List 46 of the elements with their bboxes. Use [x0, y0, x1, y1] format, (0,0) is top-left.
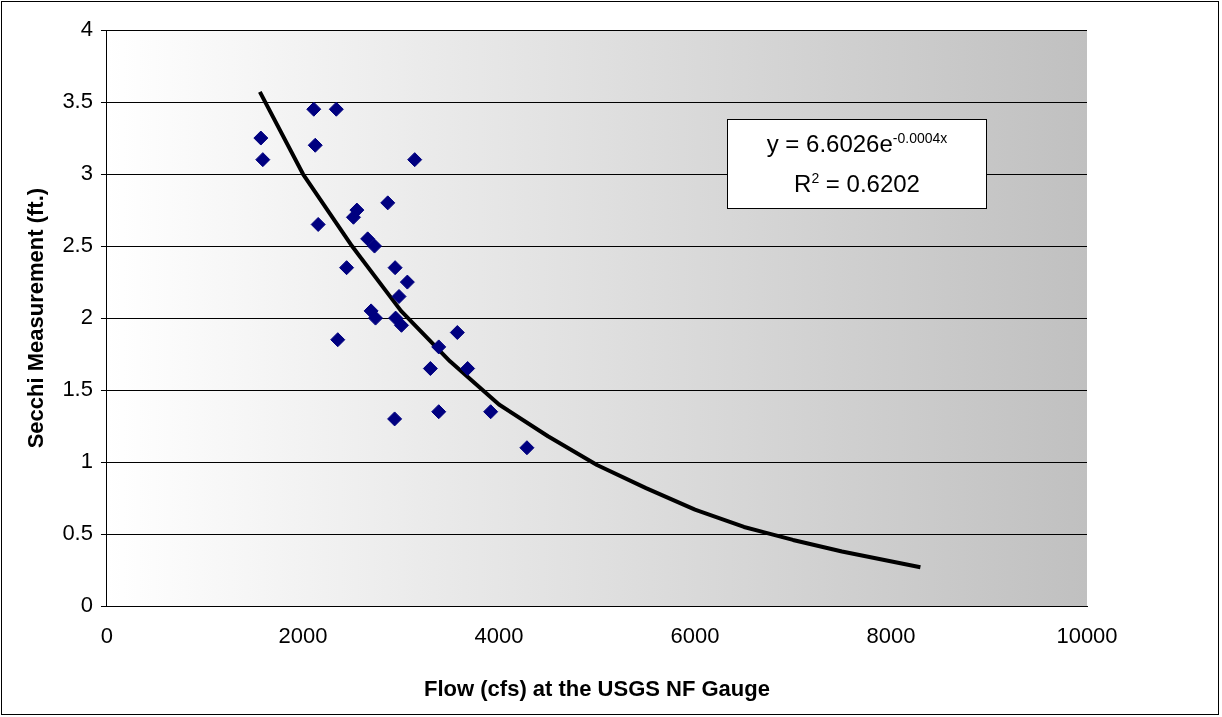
x-tick-label: 6000 [670, 623, 720, 649]
y-tick-label: 3.5 [62, 88, 93, 114]
y-tick-label: 0 [80, 592, 93, 618]
x-axis-title: Flow (cfs) at the USGS NF Gauge [424, 675, 770, 701]
point [387, 260, 403, 276]
point [330, 332, 346, 348]
point [422, 361, 438, 377]
point [460, 361, 476, 377]
point [387, 411, 403, 427]
x-tick-label: 0 [100, 623, 114, 649]
point [345, 209, 361, 225]
y-tick-label: 1 [80, 448, 93, 474]
x-tick-label: 10000 [1056, 623, 1118, 649]
point [253, 130, 269, 146]
annotation: R$^{2}$ = 0.6202 [793, 169, 921, 199]
y-tick-label: 3 [80, 160, 93, 186]
point [368, 310, 384, 326]
point [380, 195, 396, 211]
point [391, 288, 407, 304]
point [449, 325, 465, 341]
point [483, 404, 499, 420]
x-tick-label: 4000 [474, 623, 524, 649]
point [431, 339, 447, 355]
y-tick-label: 4 [80, 16, 93, 42]
x-tick-label: 2000 [278, 623, 328, 649]
point [367, 238, 383, 254]
annotation: y = 6.6026e$^{-0.0004x}$ [765, 129, 949, 159]
y-axis-title: Secchi Measurement (ft.) [23, 187, 49, 449]
point [307, 137, 323, 153]
point [407, 152, 423, 168]
point [393, 317, 409, 333]
point [519, 440, 535, 456]
point [306, 101, 322, 117]
point [360, 231, 376, 247]
point [255, 152, 271, 168]
y-tick-label: 2 [80, 304, 93, 330]
equation-box: y = 6.6026e$^{-0.0004x}$ R$^{2}$ = 0.6202 [727, 119, 987, 209]
y-tick-label: 0.5 [62, 520, 93, 546]
point [431, 404, 447, 420]
point [328, 101, 344, 117]
point [399, 274, 415, 290]
y-tick-label: 1.5 [62, 376, 93, 402]
point [310, 216, 326, 232]
point [339, 260, 355, 276]
y-tick-label: 2.5 [62, 232, 93, 258]
x-tick-label: 8000 [866, 623, 916, 649]
